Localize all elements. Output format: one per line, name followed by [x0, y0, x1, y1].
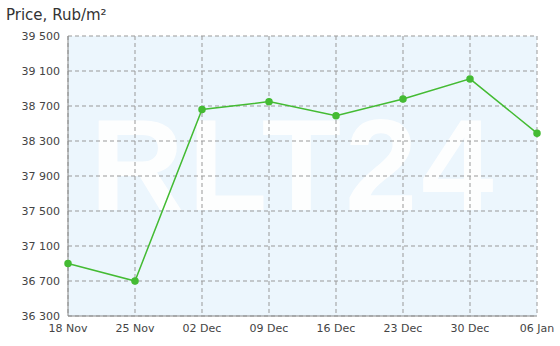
svg-text:09 Dec: 09 Dec [250, 322, 289, 335]
svg-text:39 100: 39 100 [22, 65, 61, 78]
svg-text:02 Dec: 02 Dec [183, 322, 222, 335]
svg-text:25 Nov: 25 Nov [116, 322, 155, 335]
html-text:RLT24: RLT24 [90, 92, 498, 238]
svg-text:36 700: 36 700 [22, 275, 61, 288]
svg-text:30 Dec: 30 Dec [451, 322, 490, 335]
svg-text:37 100: 37 100 [22, 240, 61, 253]
svg-text:16 Dec: 16 Dec [317, 322, 356, 335]
html-text:Price, Rub/m²: Price, Rub/m² [6, 6, 107, 24]
svg-text:38 700: 38 700 [22, 100, 61, 113]
svg-text:36 300: 36 300 [22, 310, 61, 323]
svg-text:39 500: 39 500 [22, 30, 61, 43]
svg-text:38 300: 38 300 [22, 135, 61, 148]
svg-text:06 Jan: 06 Jan [520, 322, 552, 335]
svg-text:23 Dec: 23 Dec [384, 322, 423, 335]
svg-text:37 500: 37 500 [22, 205, 61, 218]
svg-text:37 900: 37 900 [22, 170, 61, 183]
svg-text:18 Nov: 18 Nov [49, 322, 88, 335]
